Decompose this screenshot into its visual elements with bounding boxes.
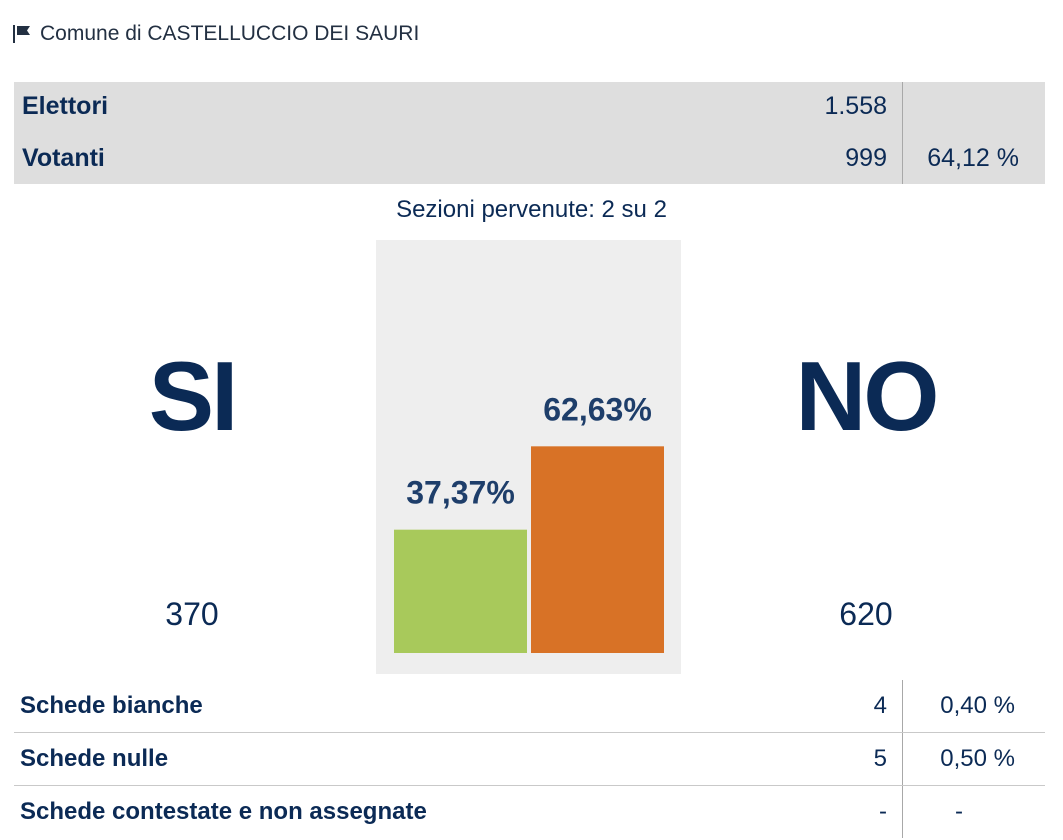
bar-no [531,446,664,653]
table-row: Schede contestate e non assegnate - - [14,786,1045,838]
elettori-value: 1.558 [824,92,887,120]
votanti-percentage: 64,12 % [927,144,1019,172]
bar-si [394,529,527,653]
ballot-details-table: Schede bianche 4 0,40 % Schede nulle 5 0… [14,680,1045,838]
schede-nulle-value: 5 [873,745,887,772]
table-divider [902,680,903,732]
schede-contestate-value: - [879,798,887,825]
elettori-label: Elettori [22,92,109,120]
page-title-text: Comune di CASTELLUCCIO DEI SAURI [40,22,420,45]
votanti-value: 999 [845,144,887,172]
table-divider [902,786,903,838]
schede-nulle-label: Schede nulle [20,745,169,772]
table-divider [902,82,903,184]
flag-icon [13,25,30,43]
si-count: 370 [165,596,219,632]
results-chart-panel: 37,37% 62,63% [376,240,681,674]
schede-bianche-percentage: 0,40 % [940,692,1015,719]
no-label: NO [795,341,940,451]
si-label: SI [148,341,239,451]
no-count: 620 [839,596,893,632]
schede-contestate-label: Schede contestate e non assegnate [20,798,427,825]
schede-contestate-percentage: - [955,798,963,825]
page-title: Comune di CASTELLUCCIO DEI SAURI [12,20,419,48]
bar-label-si: 37,37% [406,475,515,511]
turnout-table: Elettori 1.558 Votanti 999 64,12 % [14,82,1045,184]
bar-label-no: 62,63% [543,391,652,427]
schede-nulle-percentage: 0,50 % [940,745,1015,772]
table-row: Schede bianche 4 0,40 % [14,680,1045,733]
schede-bianche-value: 4 [873,692,887,719]
results-bar-chart: 37,37% 62,63% [394,391,664,653]
sezioni-pervenute: Sezioni pervenute: 2 su 2 [396,196,667,223]
votanti-label: Votanti [22,144,105,172]
table-row: Schede nulle 5 0,50 % [14,733,1045,786]
table-divider [902,733,903,785]
schede-bianche-label: Schede bianche [20,692,203,719]
